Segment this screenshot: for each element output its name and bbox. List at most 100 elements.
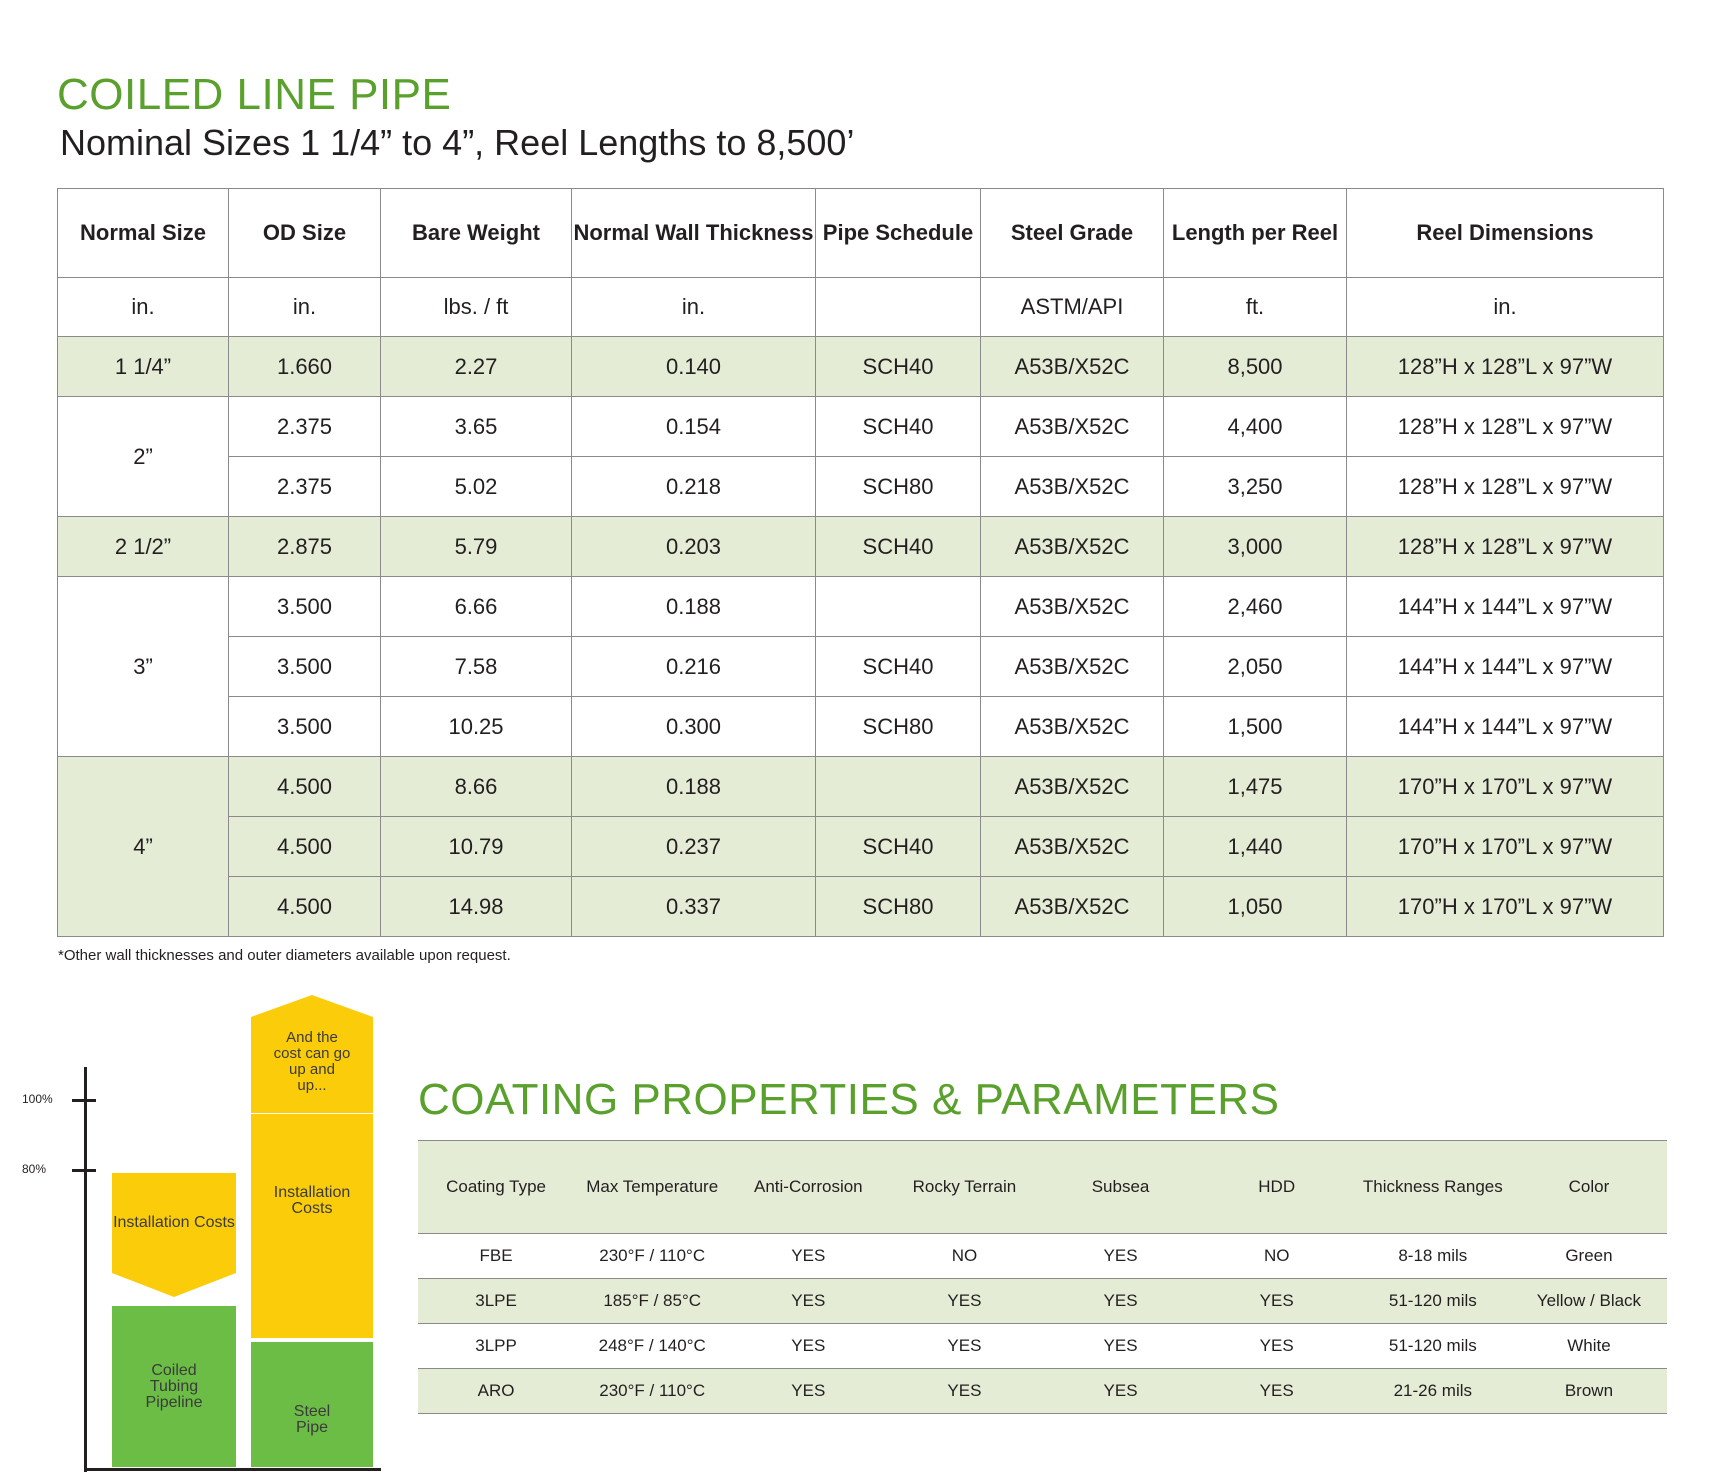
cell-normal-size: 1 1/4”	[57, 336, 229, 397]
header-wall-thickness: Normal Wall Thickness	[571, 188, 816, 278]
cell-pipe-schedule: SCH40	[815, 816, 981, 877]
cell-bare-weight: 14.98	[380, 876, 572, 937]
cell-pipe-schedule: SCH40	[815, 516, 981, 577]
unit-cell: lbs. / ft	[380, 277, 572, 337]
coat-cell-color: Yellow / Black	[1510, 1278, 1667, 1324]
tick-100	[72, 1099, 96, 1102]
cell-wall-thickness: 0.140	[571, 336, 816, 397]
coat-cell-coating-type: ARO	[418, 1368, 575, 1414]
bar2-cost-up-label: And the cost can go up and up...	[273, 1029, 351, 1094]
coat-cell-anti-corrosion: YES	[730, 1368, 887, 1414]
footnote: *Other wall thicknesses and outer diamet…	[58, 947, 511, 964]
header-od-size: OD Size	[228, 188, 381, 278]
cell-bare-weight: 5.02	[380, 456, 572, 517]
bar2-installation-costs-segment: Installation Costs	[251, 1114, 373, 1338]
coat-cell-subsea: YES	[1042, 1323, 1199, 1369]
cell-bare-weight: 8.66	[380, 756, 572, 817]
cell-bare-weight: 5.79	[380, 516, 572, 577]
table-row: 1 1/4” 1.660 2.27 0.140 SCH40 A53B/X52C 8,500 1…	[57, 336, 1664, 397]
cell-bare-weight: 6.66	[380, 576, 572, 637]
cell-wall-thickness: 0.237	[571, 816, 816, 877]
coat-cell-color: White	[1510, 1323, 1667, 1369]
cell-reel-dimensions: 128”H x 128”L x 97”W	[1346, 396, 1664, 457]
page-title: COILED LINE PIPE	[57, 70, 452, 119]
unit-cell: in.	[571, 277, 816, 337]
table-row: 3.500 7.58 0.216 SCH40 A53B/X52C 2,050 144”H x…	[58, 636, 1664, 697]
unit-cell: ASTM/API	[980, 277, 1164, 337]
coat-cell-hdd: YES	[1198, 1368, 1355, 1414]
coat-cell-color: Green	[1510, 1233, 1667, 1279]
coat-cell-thickness-range: 51-120 mils	[1354, 1323, 1511, 1369]
cell-od-size: 4.500	[228, 756, 381, 817]
cell-steel-grade: A53B/X52C	[980, 876, 1164, 937]
coat-cell-thickness-range: 51-120 mils	[1354, 1278, 1511, 1324]
cell-length-per-reel: 1,440	[1163, 816, 1347, 877]
coat-cell-max-temperature: 248°F / 140°C	[574, 1323, 731, 1369]
coat-cell-rocky-terrain: NO	[886, 1233, 1043, 1279]
cell-od-size: 3.500	[228, 636, 381, 697]
cell-steel-grade: A53B/X52C	[980, 636, 1164, 697]
cell-wall-thickness: 0.188	[571, 576, 816, 637]
bar1-coiled-tubing-label: Coiled Tubing Pipeline	[145, 1361, 203, 1411]
coat-cell-subsea: YES	[1042, 1233, 1199, 1279]
coat-cell-rocky-terrain: YES	[886, 1323, 1043, 1369]
bar2-steel-pipe-segment: Steel Pipe	[251, 1342, 373, 1467]
pipe-spec-table: Normal Size OD Size Bare Weight Normal W…	[57, 188, 1664, 937]
coat-header-max-temp: Max Temperature	[574, 1140, 731, 1234]
cell-wall-thickness: 0.300	[571, 696, 816, 757]
cell-steel-grade: A53B/X52C	[980, 696, 1164, 757]
bar1-installation-costs-label: Installation Costs	[113, 1214, 235, 1231]
coat-cell-coating-type: FBE	[418, 1233, 575, 1279]
cell-length-per-reel: 8,500	[1163, 336, 1347, 397]
unit-cell	[815, 277, 981, 337]
cell-reel-dimensions: 170”H x 170”L x 97”W	[1346, 876, 1664, 937]
table-row: 4.500 14.98 0.337 SCH80 A53B/X52C 1,050 170”H …	[58, 876, 1664, 937]
cell-reel-dimensions: 170”H x 170”L x 97”W	[1346, 816, 1664, 877]
cell-bare-weight: 10.79	[380, 816, 572, 877]
coat-cell-subsea: YES	[1042, 1368, 1199, 1414]
cell-od-size: 3.500	[228, 696, 381, 757]
page-subtitle: Nominal Sizes 1 1/4” to 4”, Reel Lengths…	[60, 122, 855, 163]
cell-od-size: 4.500	[228, 876, 381, 937]
coat-cell-anti-corrosion: YES	[730, 1233, 887, 1279]
cell-pipe-schedule: SCH80	[815, 876, 981, 937]
cost-comparison-chart: 100% 80% Installation Costs Coiled Tubin…	[0, 990, 390, 1473]
coat-cell-coating-type: 3LPP	[418, 1323, 575, 1369]
table-row: 2” 2.375 3.65 0.154 SCH40 A53B/X52C 4,400 128”H…	[57, 396, 1664, 517]
cell-wall-thickness: 0.337	[571, 876, 816, 937]
cell-wall-thickness: 0.154	[571, 396, 816, 457]
coat-cell-rocky-terrain: YES	[886, 1368, 1043, 1414]
cell-wall-thickness: 0.218	[571, 456, 816, 517]
cell-pipe-schedule: SCH40	[815, 336, 981, 397]
coat-header-color: Color	[1510, 1140, 1667, 1234]
coat-header-thickness: Thickness Ranges	[1354, 1140, 1511, 1234]
cell-length-per-reel: 1,475	[1163, 756, 1347, 817]
coat-header-subsea: Subsea	[1042, 1140, 1199, 1234]
header-reel-dimensions: Reel Dimensions	[1346, 188, 1664, 278]
units-row: in. in. lbs. / ft in. ASTM/API ft. in.	[57, 277, 1664, 337]
cell-od-size: 2.875	[228, 516, 381, 577]
cell-reel-dimensions: 128”H x 128”L x 97”W	[1346, 456, 1664, 517]
cell-length-per-reel: 1,050	[1163, 876, 1347, 937]
cell-od-size: 2.375	[228, 396, 381, 457]
coating-header-row: Coating Type Max Temperature Anti-Corros…	[418, 1140, 1667, 1234]
table-row: 3” 3.500 6.66 0.188 A53B/X52C 2,460 144”H x 14…	[57, 576, 1664, 757]
cell-normal-size: 2”	[57, 396, 229, 517]
cell-wall-thickness: 0.188	[571, 756, 816, 817]
unit-cell: in.	[57, 277, 229, 337]
unit-cell: in.	[228, 277, 381, 337]
y-axis	[84, 1067, 87, 1472]
cell-pipe-schedule: SCH40	[815, 396, 981, 457]
header-length-per-reel: Length per Reel	[1163, 188, 1347, 278]
bar2-steel-pipe-label: Steel Pipe	[293, 1402, 331, 1436]
coating-row: 3LPE 185°F / 85°C YES YES YES YES 51-120 mils Y…	[418, 1278, 1667, 1324]
coat-cell-thickness-range: 21-26 mils	[1354, 1368, 1511, 1414]
tick-80	[72, 1169, 96, 1172]
coat-cell-max-temperature: 230°F / 110°C	[574, 1368, 731, 1414]
cell-reel-dimensions: 128”H x 128”L x 97”W	[1346, 336, 1664, 397]
cell-steel-grade: A53B/X52C	[980, 456, 1164, 517]
coating-row: 3LPP 248°F / 140°C YES YES YES YES 51-120 mils…	[418, 1323, 1667, 1369]
cell-bare-weight: 2.27	[380, 336, 572, 397]
coat-cell-rocky-terrain: YES	[886, 1278, 1043, 1324]
cell-length-per-reel: 3,250	[1163, 456, 1347, 517]
